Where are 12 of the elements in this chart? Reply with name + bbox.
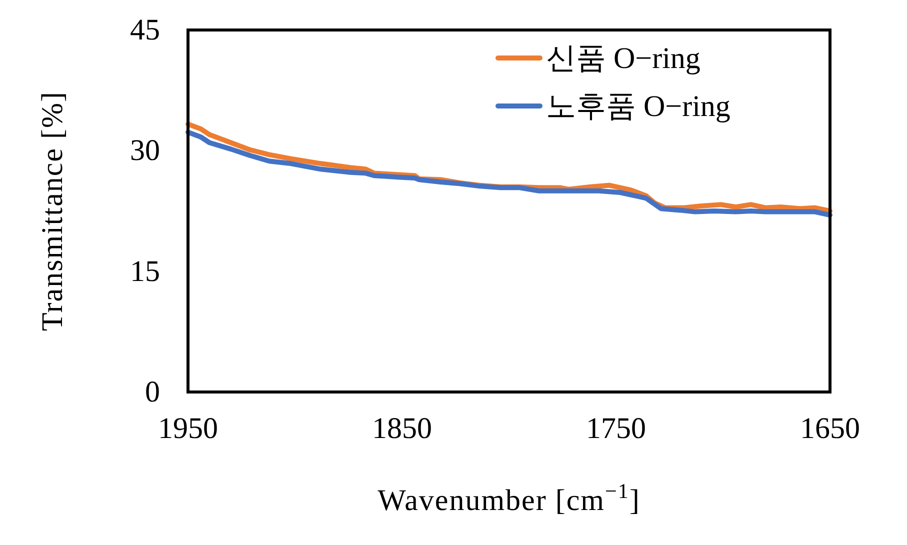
x-tick-label: 1850	[372, 412, 432, 445]
y-tick-label: 45	[130, 14, 160, 46]
x-tick-label: 1650	[800, 412, 860, 445]
x-tick-label: 1950	[158, 412, 218, 445]
legend-label: 신품 O−ring	[546, 42, 700, 74]
y-tick-label: 30	[130, 134, 160, 168]
y-tick-label: 15	[130, 254, 160, 288]
y-tick-label: 0	[145, 376, 160, 408]
x-axis-title: Wavenumber [cm$^{−1}$]	[378, 479, 640, 517]
y-axis-title: Transmittance [%]	[36, 90, 69, 332]
legend-label: 노후품 O−ring	[546, 90, 730, 122]
x-tick-label: 1750	[586, 412, 646, 445]
